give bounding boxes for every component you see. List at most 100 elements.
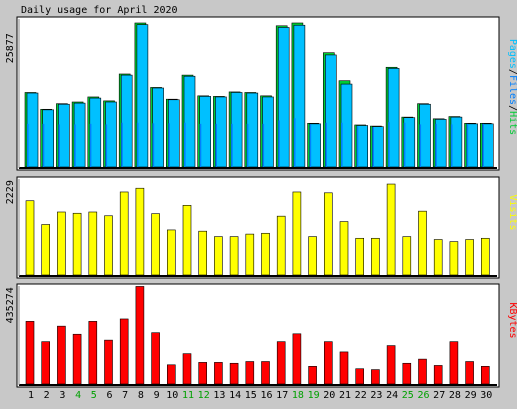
files-bar [356, 126, 359, 167]
visits-bar [104, 215, 113, 276]
files-bar [215, 123, 217, 167]
kbytes-bar [386, 345, 396, 385]
chart-title: Daily usage for April 2020 [21, 5, 178, 16]
kbytes-bar [480, 366, 490, 385]
x-tick-label: 15 [245, 390, 257, 401]
files-bar [325, 122, 327, 167]
kbytes-bar [229, 362, 239, 385]
x-tick-label: 4 [75, 390, 81, 401]
pages-bar [199, 96, 211, 168]
kbytes-bar [339, 351, 349, 385]
pages-bar [356, 125, 369, 168]
visits-bar [198, 230, 207, 276]
panel-visits: 2229 Visits [5, 176, 517, 279]
x-tick-label: 14 [229, 390, 241, 401]
x-tick-label: 19 [308, 390, 320, 401]
files-bar [388, 122, 390, 167]
visits-bar [323, 192, 333, 276]
x-tick-label: 13 [213, 390, 225, 401]
kbytes-bar [182, 353, 192, 385]
files-bar [27, 123, 29, 167]
kbytes-bar [402, 362, 412, 385]
files-bar [58, 124, 60, 167]
x-tick-label: 18 [292, 390, 304, 401]
pages-bar [183, 75, 196, 168]
kbytes-bar [151, 332, 160, 385]
legend-hits: Hits [507, 111, 517, 135]
files-bar [42, 123, 45, 167]
x-tick-label: 26 [417, 390, 429, 401]
files-bar [403, 122, 406, 167]
pages-bar [105, 101, 117, 168]
legend-visits: Visits [507, 194, 517, 230]
visits-bar [167, 229, 176, 276]
files-bar [89, 123, 92, 167]
files-bar [278, 120, 280, 167]
visits-bar [151, 213, 160, 276]
pages-bar [42, 109, 55, 168]
kbytes-bar [418, 358, 427, 385]
files-bar [293, 118, 296, 167]
kbytes-bar [72, 333, 82, 385]
x-tick-label: 24 [386, 390, 398, 401]
y-max-label: 25877 [5, 33, 16, 63]
x-tick-label: 28 [449, 390, 461, 401]
kbytes-bar [214, 362, 223, 385]
kbytes-bar [465, 361, 474, 385]
pages-bar [372, 126, 384, 168]
pages-bar [419, 103, 431, 168]
visits-bar [119, 191, 129, 276]
files-bar [231, 123, 233, 167]
pages-bar [450, 116, 463, 168]
pages-bar [136, 24, 149, 168]
files-bar [262, 123, 265, 167]
files-bar [372, 127, 374, 167]
kbytes-bar [198, 362, 207, 385]
pages-bar [466, 123, 478, 168]
visits-bar [449, 241, 459, 276]
pages-bar [434, 119, 447, 168]
pages-bar [215, 96, 227, 168]
kbytes-bar [261, 361, 270, 385]
files-bar [121, 122, 123, 167]
files-bar [136, 122, 139, 167]
visits-bar [308, 236, 317, 276]
x-tick-label: 1 [28, 390, 34, 401]
visits-bar [229, 236, 239, 276]
x-tick-label: 17 [276, 390, 288, 401]
files-bar [341, 122, 343, 167]
visits-bar [135, 187, 145, 276]
legend-separator: / [507, 105, 517, 111]
x-tick-label: 20 [323, 390, 335, 401]
legend-pages: Pages [507, 39, 517, 69]
pages-bar [387, 68, 400, 168]
files-bar [74, 124, 76, 167]
visits-bar [418, 210, 427, 276]
kbytes-bar [57, 325, 66, 385]
pages-bar [120, 74, 133, 168]
kbytes-bar [276, 341, 286, 385]
visits-bar [57, 211, 66, 276]
pages-bar [262, 96, 274, 168]
kbytes-bar [433, 365, 443, 385]
visits-bar [433, 239, 443, 276]
pages-bar [403, 117, 416, 168]
pages-bar [58, 103, 70, 168]
visits-bar [182, 205, 192, 276]
pages-bar [73, 102, 86, 168]
kbytes-bar [167, 364, 176, 385]
kbytes-bar [308, 366, 317, 385]
visits-bar [214, 236, 223, 276]
x-tick-label: 3 [59, 390, 65, 401]
visits-bar [261, 232, 270, 276]
files-bar [199, 123, 202, 167]
pages-bar [89, 97, 102, 168]
kbytes-bar [371, 369, 380, 385]
visits-bar [355, 237, 365, 276]
visits-bar [72, 212, 82, 276]
visits-bar [465, 239, 474, 276]
visits-bar [371, 237, 380, 276]
x-tick-label: 25 [402, 390, 414, 401]
visits-bar [41, 224, 51, 276]
